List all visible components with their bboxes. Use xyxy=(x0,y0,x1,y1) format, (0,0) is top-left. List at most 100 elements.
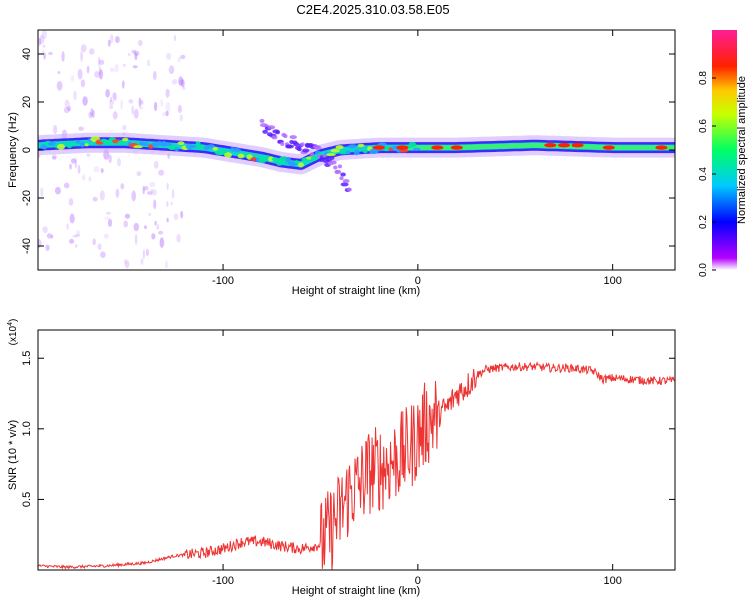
spectrogram-branch-blob xyxy=(267,125,276,130)
spectrogram-speckle xyxy=(69,238,75,244)
spectrogram-speckle xyxy=(72,234,78,238)
spectrogram-speckle xyxy=(109,67,115,72)
spectrogram-speckle xyxy=(151,233,156,240)
spectrogram-speckle xyxy=(61,51,65,62)
spectrogram-hotspot xyxy=(450,145,463,150)
colorbar-tick-label: 0.0 xyxy=(698,263,709,277)
spectrogram-speckle xyxy=(134,52,138,61)
spectrogram-speckle xyxy=(153,160,159,169)
spectrogram-speckle xyxy=(48,51,53,56)
spectrogram-speckle xyxy=(164,260,169,269)
spectrogram-speckle xyxy=(70,75,75,82)
spectrogram-y-tick-label: 0 xyxy=(21,147,33,153)
spectrogram-branch-blob xyxy=(342,179,350,183)
spectrogram-speckle xyxy=(178,79,184,86)
spectrogram-speckle xyxy=(98,64,102,76)
spectrogram-x-tick-label: -100 xyxy=(212,275,234,287)
spectrogram-branch-blob xyxy=(297,147,302,152)
spectrogram-ridge-blob xyxy=(310,156,318,162)
spectrogram-speckle xyxy=(46,233,53,239)
snr-series-line xyxy=(38,361,675,570)
spectrogram-speckle xyxy=(146,191,152,195)
spectrogram-hotspot xyxy=(372,145,385,150)
spectrogram-speckle xyxy=(131,190,136,202)
spectrogram-ridge-blob xyxy=(294,160,300,164)
spectrogram-speckle xyxy=(105,211,111,215)
spectrogram-ridge-blob xyxy=(298,162,304,168)
spectrogram-speckle xyxy=(98,56,101,66)
spectrogram-ridge-blob xyxy=(335,145,344,150)
spectrogram-speckle xyxy=(78,126,84,131)
spectrogram-speckle xyxy=(133,108,139,119)
spectrogram-speckle xyxy=(154,101,158,112)
spectrogram-speckle xyxy=(131,49,137,54)
spectrogram-branch-blob xyxy=(309,152,315,157)
spectrogram-ridge-blob xyxy=(378,142,387,147)
spectrogram-speckle xyxy=(108,154,112,163)
spectrogram-speckle xyxy=(69,163,72,170)
spectrogram-ridge-blob xyxy=(330,148,340,153)
spectrogram-ridge-blob xyxy=(133,145,143,149)
snr-x-tick-label: 100 xyxy=(603,575,621,587)
spectrogram-speckle xyxy=(123,220,128,228)
spectrogram-speckle xyxy=(122,63,126,67)
spectrogram-ridge-blob xyxy=(268,156,274,162)
spectrogram-speckle xyxy=(66,223,69,230)
spectrogram-speckle xyxy=(166,52,172,60)
spectrogram-ridge-blob xyxy=(353,149,360,156)
spectrogram-ridge-blob xyxy=(40,144,48,150)
spectrogram-speckle xyxy=(159,237,165,248)
spectrogram-panel: -100 0 100 -40 -20 0 20 40 Height of straight … xyxy=(7,29,676,297)
spectrogram-speckle xyxy=(142,249,145,260)
snr-y-tick-label: 0.5 xyxy=(21,492,33,507)
spectrogram-ridge-blob xyxy=(326,153,336,157)
spectrogram-branch-blob xyxy=(339,176,344,181)
spectrogram-branch-blob xyxy=(330,160,337,165)
spectrogram-ridge-blob xyxy=(75,140,81,144)
spectrogram-speckle xyxy=(139,106,143,110)
spectrogram-speckle xyxy=(86,153,91,157)
spectrogram-speckle xyxy=(91,109,95,119)
snr-x-tick-label: 0 xyxy=(415,575,421,587)
spectrogram-speckle xyxy=(120,99,123,110)
spectrogram-speckle xyxy=(56,80,63,91)
spectrogram-branch-blob xyxy=(259,118,265,123)
spectrogram-ridge-blob xyxy=(224,152,233,158)
spectrogram-speckle xyxy=(80,51,83,62)
spectrogram-hotspot xyxy=(558,143,570,148)
spectrogram-ridge-blob xyxy=(117,140,125,146)
spectrogram-speckle xyxy=(86,65,90,74)
spectrogram-speckle xyxy=(38,154,41,158)
spectrogram-ridge-blob xyxy=(57,143,65,150)
spectrogram-speckle xyxy=(97,243,102,250)
spectrogram-y-tick-label: -20 xyxy=(21,190,33,206)
spectrogram-speckle xyxy=(38,238,42,249)
spectrogram-ridge-blob xyxy=(237,153,245,159)
spectrogram-speckle xyxy=(70,158,77,164)
spectrogram-speckle xyxy=(168,65,175,75)
spectrogram-speckle xyxy=(90,108,94,117)
spectrogram-speckle xyxy=(77,164,81,174)
spectrogram-ridge-blob xyxy=(151,142,160,147)
spectrogram-speckle xyxy=(69,213,75,224)
spectrogram-ridge-blob xyxy=(63,141,68,145)
colorbar-tick-label: 0.6 xyxy=(698,119,709,133)
spectrogram-speckle xyxy=(109,104,114,110)
spectrogram-branch-blob xyxy=(340,182,349,187)
spectrogram-ridge-blob xyxy=(84,143,89,147)
spectrogram-speckle xyxy=(143,185,149,191)
spectrogram-speckle xyxy=(150,189,154,196)
spectrogram-ridge-blob xyxy=(138,141,147,146)
spectrogram-speckle xyxy=(140,100,144,105)
spectrogram-hotspot xyxy=(396,145,409,150)
spectrogram-speckle xyxy=(134,234,138,245)
spectrogram-branch-blob xyxy=(280,142,285,146)
spectrogram-speckle xyxy=(42,44,46,48)
spectrogram-speckle xyxy=(103,233,110,239)
spectrogram-ridge-blob xyxy=(258,157,267,164)
spectrogram-speckle xyxy=(133,222,140,232)
spectrogram-speckle xyxy=(180,54,186,60)
spectrogram-branch-blob xyxy=(283,134,288,139)
spectrogram-y-tick-label: 40 xyxy=(21,48,33,60)
spectrogram-speckle xyxy=(88,111,93,119)
